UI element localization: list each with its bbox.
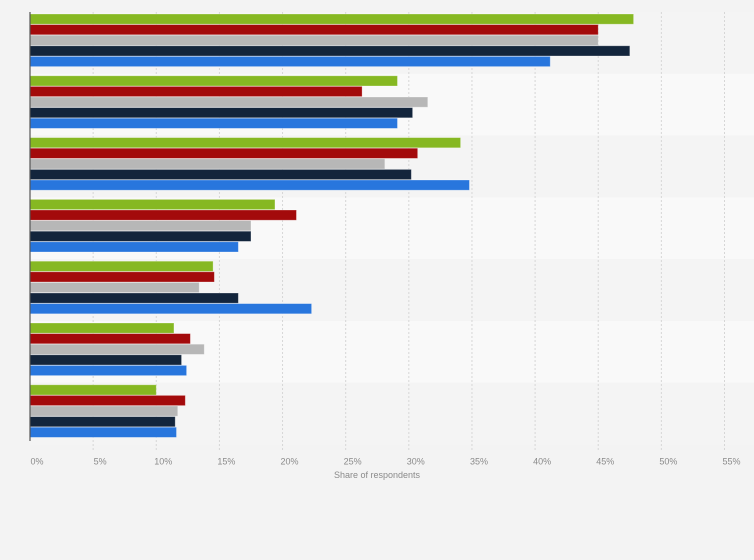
bar [29, 303, 312, 315]
bar [29, 209, 297, 221]
bar [29, 292, 239, 304]
bar [29, 220, 252, 232]
bar [29, 281, 200, 293]
bars [29, 13, 634, 438]
bar [29, 354, 182, 366]
bar [29, 416, 176, 428]
x-tick-label: 40% [533, 457, 551, 467]
bar [29, 75, 398, 87]
bar [29, 117, 398, 129]
bar [29, 107, 414, 119]
bar [29, 56, 551, 68]
bar [29, 230, 252, 242]
x-axis-ticks: 0% 5% 10% 15% 20% 25% 30% 35% 40% 45% 50% 55% [30, 457, 740, 467]
x-tick-label: 0% [30, 457, 43, 467]
x-tick-label: 20% [281, 457, 299, 467]
x-tick-label: 15% [217, 457, 235, 467]
bar [29, 271, 215, 283]
bar [29, 405, 179, 417]
bar [29, 426, 177, 438]
bar [29, 168, 412, 180]
x-tick-label: 5% [94, 457, 107, 467]
bar [29, 96, 429, 108]
x-tick-label: 35% [470, 457, 488, 467]
x-axis-title: Share of respondents [334, 470, 421, 480]
bar [29, 179, 470, 191]
bar [29, 260, 214, 272]
bar [29, 137, 461, 149]
bar [29, 394, 186, 406]
x-tick-label: 25% [344, 457, 362, 467]
bar [29, 147, 419, 159]
bar [29, 384, 157, 396]
bar [29, 24, 599, 36]
x-tick-label: 50% [659, 457, 677, 467]
bar [29, 45, 631, 57]
bar [29, 241, 239, 253]
x-tick-label: 45% [596, 457, 614, 467]
bar [29, 322, 175, 334]
bar [29, 13, 634, 25]
bar [29, 364, 187, 376]
bar [29, 34, 599, 46]
x-tick-label: 30% [407, 457, 425, 467]
bar [29, 86, 363, 98]
x-tick-label: 55% [722, 457, 740, 467]
bar [29, 198, 276, 210]
bar [29, 333, 191, 345]
x-tick-label: 10% [154, 457, 172, 467]
bar [29, 343, 205, 355]
bar [29, 158, 386, 170]
